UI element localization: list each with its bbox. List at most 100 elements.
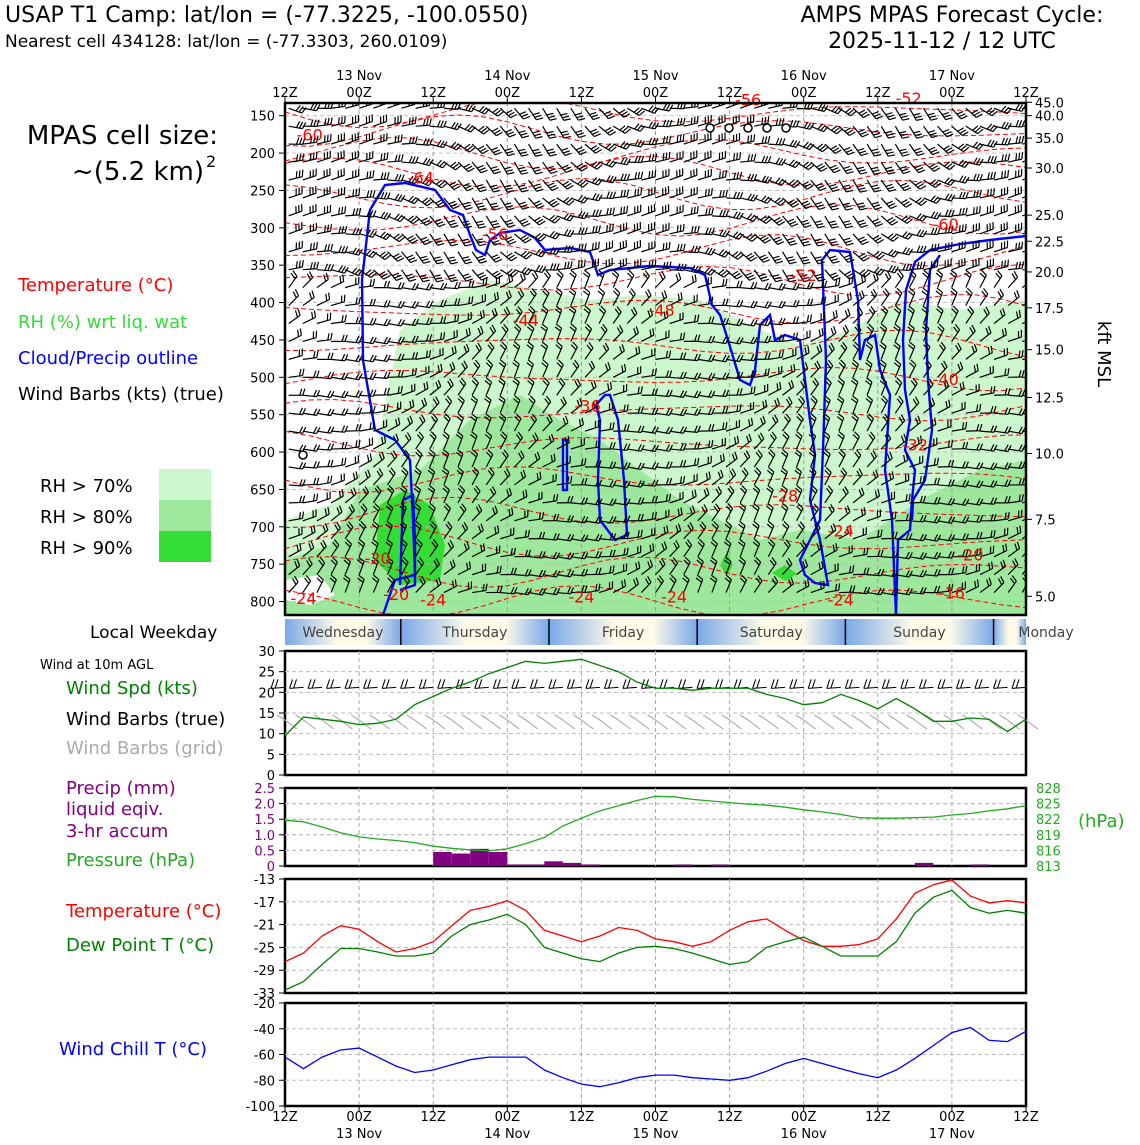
wind-barb-feather <box>734 273 740 277</box>
wind-barb-feather <box>793 141 797 147</box>
rh-bin-label-80: RH > 80% <box>40 507 133 528</box>
wind-barb-staff <box>1008 268 1022 269</box>
wind-barb <box>289 105 306 113</box>
wind-barb-staff <box>980 162 994 163</box>
wind-barb <box>599 126 616 135</box>
wind-barb-feather <box>451 280 458 282</box>
wind-barb-feather <box>520 170 527 171</box>
wind-barb-feather <box>709 297 710 304</box>
wind-barb-feather <box>802 201 808 204</box>
wind-barb-feather <box>398 195 402 201</box>
wind-barb-feather <box>453 206 460 209</box>
wind-barb-feather <box>723 230 727 236</box>
wind-barb <box>543 180 559 190</box>
wind-barb-feather <box>325 244 327 251</box>
wind-barb-feather <box>491 167 498 169</box>
wind-barb <box>952 258 965 270</box>
wind-barb <box>980 270 986 287</box>
wind-barb-feather <box>508 154 515 156</box>
wind-barb <box>909 198 926 206</box>
wind-barb-feather <box>536 172 543 174</box>
wind-barb-feather <box>1016 262 1017 269</box>
wind-barb-staff <box>359 121 372 126</box>
wind-barb-staff <box>881 216 891 225</box>
wind-barb-feather <box>370 390 373 396</box>
wind-barb-staff <box>924 250 938 251</box>
wind-barb-feather <box>532 273 536 279</box>
wind-barb-feather <box>508 239 514 242</box>
wind-barb <box>712 210 729 217</box>
wind-barb-staff <box>909 252 923 253</box>
wind-barb-staff <box>303 278 313 288</box>
wind-barb-feather <box>578 118 585 120</box>
wind-barb-feather <box>448 257 455 258</box>
wind-barb-feather <box>737 153 738 160</box>
wind-barb-feather <box>551 171 558 173</box>
wind-barb-feather <box>370 231 374 237</box>
wind-barb <box>486 198 500 210</box>
wind-barb <box>881 162 895 174</box>
wind-barb <box>825 216 839 228</box>
wind-barb-staff <box>712 158 725 162</box>
wind-barb <box>529 162 543 174</box>
wind-barb-feather <box>1033 292 1034 299</box>
wind-barb-feather <box>903 154 910 156</box>
wind-barb-feather <box>745 273 751 276</box>
wind-barb-feather <box>421 277 428 279</box>
wind-barb-feather <box>859 307 862 313</box>
wind-barb-feather <box>328 443 331 449</box>
wind-barb-feather <box>394 275 401 278</box>
wind-barb-feather <box>463 242 470 243</box>
wind-barb-feather <box>373 337 376 343</box>
wind-barb-feather <box>504 167 511 169</box>
wind-barb-feather <box>423 280 430 282</box>
wind-barb-feather <box>427 139 430 145</box>
wind-barb-feather <box>691 117 692 124</box>
wind-barb-feather <box>298 330 299 337</box>
wind-barb <box>472 144 488 154</box>
wind-barb-feather <box>762 238 768 242</box>
wind-barb <box>529 265 546 272</box>
wind-barb-feather <box>478 146 484 149</box>
wind-barb-feather <box>387 319 390 325</box>
wind-barb-feather <box>652 138 654 145</box>
wind-barb-feather <box>395 256 401 259</box>
wind-barb-staff <box>670 125 684 127</box>
wind-barb-feather <box>429 284 432 290</box>
wind-barb <box>303 262 319 270</box>
wind-barb-feather <box>790 221 796 224</box>
wind-barb-feather <box>523 237 529 241</box>
wind-barb-staff <box>627 195 641 198</box>
wind-barb-staff <box>387 104 400 109</box>
wind-barb <box>881 234 898 242</box>
wind-barb-feather <box>427 119 429 126</box>
wind-barb <box>641 154 656 162</box>
wind-barb-feather <box>585 243 586 250</box>
wind-barb <box>557 270 563 287</box>
wind-barb-feather <box>1019 105 1023 111</box>
wind-barb-feather <box>655 260 656 267</box>
wind-barb <box>543 108 557 120</box>
wind-barb-feather <box>324 275 326 282</box>
wind-barb-feather <box>917 262 919 269</box>
wind-barb <box>825 310 837 323</box>
wind-barb-feather <box>747 275 753 278</box>
wind-barb-feather <box>345 226 347 233</box>
wind-barb <box>811 234 825 246</box>
wind-barb-staff <box>994 161 1008 162</box>
wind-barb-feather <box>605 128 611 132</box>
wind-barb-feather <box>1019 136 1021 143</box>
wind-barb-feather <box>920 262 922 269</box>
wind-barb-feather <box>815 257 822 259</box>
wind-barb-feather <box>762 118 763 125</box>
wind-barb-feather <box>331 118 332 125</box>
wind-barb-feather <box>353 228 356 234</box>
wind-barb-staff <box>373 122 386 127</box>
wind-barb-feather <box>479 275 485 278</box>
wind-barb-feather <box>511 274 512 281</box>
wind-barb-staff <box>373 140 386 144</box>
wind-barb <box>952 144 969 152</box>
wind-barb-feather <box>1005 260 1006 267</box>
wind-barb-feather <box>815 221 822 223</box>
wind-barb-feather <box>830 165 836 168</box>
